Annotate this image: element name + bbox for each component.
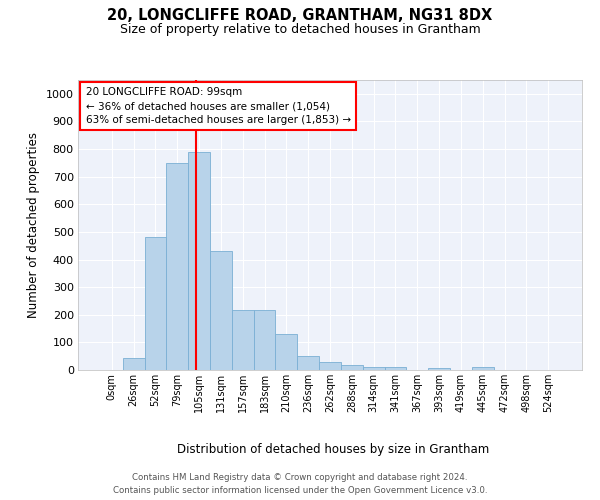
Text: Distribution of detached houses by size in Grantham: Distribution of detached houses by size … [177, 442, 489, 456]
Text: 20, LONGCLIFFE ROAD, GRANTHAM, NG31 8DX: 20, LONGCLIFFE ROAD, GRANTHAM, NG31 8DX [107, 8, 493, 22]
Bar [188, 152, 210, 370]
Bar [123, 358, 145, 370]
Text: Contains HM Land Registry data © Crown copyright and database right 2024.: Contains HM Land Registry data © Crown c… [132, 472, 468, 482]
Bar [341, 365, 363, 370]
Text: Contains public sector information licensed under the Open Government Licence v3: Contains public sector information licen… [113, 486, 487, 495]
Text: 20 LONGCLIFFE ROAD: 99sqm
← 36% of detached houses are smaller (1,054)
63% of se: 20 LONGCLIFFE ROAD: 99sqm ← 36% of detac… [86, 87, 350, 125]
Bar [275, 334, 297, 370]
Bar [472, 366, 494, 370]
Bar [297, 356, 319, 370]
Bar [232, 310, 254, 370]
Bar [166, 163, 188, 370]
Bar [145, 238, 166, 370]
Bar [319, 362, 341, 370]
Bar [428, 368, 450, 370]
Bar [210, 251, 232, 370]
Y-axis label: Number of detached properties: Number of detached properties [27, 132, 40, 318]
Bar [254, 310, 275, 370]
Text: Size of property relative to detached houses in Grantham: Size of property relative to detached ho… [119, 22, 481, 36]
Bar [363, 366, 385, 370]
Bar [385, 367, 406, 370]
